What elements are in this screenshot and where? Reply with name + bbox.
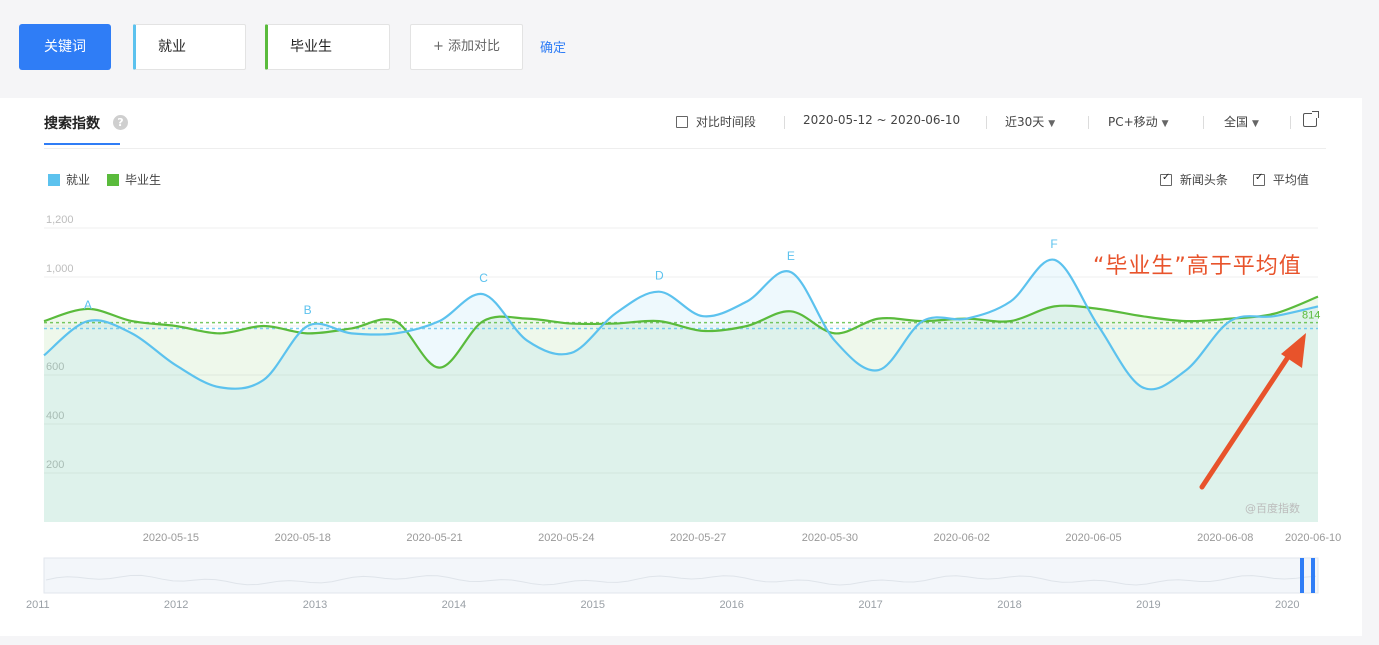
tab-active-indicator: [44, 143, 120, 145]
overview-trend-line: [45, 574, 1317, 586]
export-icon[interactable]: [1303, 111, 1319, 127]
series-area-jiuye: [44, 259, 1318, 522]
overview-year-label: 2011: [26, 599, 50, 611]
peak-marker-a: A: [84, 298, 92, 312]
overview-handle-left: [1300, 558, 1304, 593]
period-select[interactable]: 近30天 ▼: [1005, 113, 1055, 130]
keyword-input-jiuye[interactable]: 就业: [133, 24, 246, 70]
toolbar-divider: [1290, 116, 1291, 129]
legend-swatch-biyesheng: [107, 174, 119, 186]
compare-period-label: 对比时间段: [695, 115, 756, 129]
period-label: 近30天: [1005, 115, 1045, 129]
peak-marker-b: B: [304, 303, 312, 317]
toolbar-divider: [1203, 116, 1204, 129]
chevron-down-icon: ▼: [1161, 119, 1169, 129]
x-tick-label: 2020-05-24: [538, 532, 594, 544]
legend-item-jiuye[interactable]: 就业: [48, 171, 90, 188]
overview-year-label: 2012: [164, 599, 188, 611]
keyword-input-biyesheng[interactable]: 毕业生: [265, 24, 390, 70]
peak-marker-c: C: [479, 271, 488, 285]
x-tick-label: 2020-05-30: [802, 532, 858, 544]
overview-year-label: 2015: [581, 599, 605, 611]
y-tick-label: 400: [46, 410, 64, 422]
x-tick-label: 2020-05-27: [670, 532, 726, 544]
overview-handle-right: [1311, 558, 1315, 593]
x-tick-label: 2020-05-21: [406, 532, 462, 544]
right-gutter: [1362, 0, 1379, 645]
y-tick-label: 600: [46, 361, 64, 373]
region-label: 全国: [1224, 115, 1249, 129]
legend-item-biyesheng[interactable]: 毕业生: [107, 171, 161, 188]
series-line-jiuye: [43, 258, 1319, 391]
overview-year-label: 2014: [442, 599, 466, 611]
annotation-arrow-head: [1281, 333, 1306, 368]
annotation-arrow: [1199, 348, 1295, 490]
device-label: PC+移动: [1108, 115, 1158, 129]
x-tick-label: 2020-06-05: [1065, 532, 1121, 544]
series-area-biyesheng: [44, 296, 1318, 522]
x-tick-label: 2020-06-10: [1285, 532, 1341, 544]
average-value-label: 814: [1302, 310, 1320, 322]
peak-marker-f: F: [1050, 237, 1057, 251]
series-line-biyesheng: [43, 295, 1319, 369]
keyword-button[interactable]: 关键词: [19, 24, 111, 70]
toolbar-divider: [1088, 116, 1089, 129]
tab-divider: [44, 148, 1326, 149]
peak-marker-e: E: [787, 249, 795, 263]
compare-period-toggle[interactable]: 对比时间段: [676, 113, 756, 130]
overview-strip: [43, 557, 1319, 594]
peak-marker-d: D: [655, 269, 664, 283]
date-range-picker[interactable]: 2020-05-12 ~ 2020-06-10: [803, 113, 960, 127]
chevron-down-icon: ▼: [1048, 119, 1056, 129]
average-checkbox[interactable]: [1253, 172, 1265, 186]
average-toggle[interactable]: 平均值: [1253, 171, 1309, 188]
legend-label-biyesheng: 毕业生: [125, 173, 162, 187]
overview-year-label: 2020: [1275, 599, 1299, 611]
bottom-gutter: [0, 636, 1379, 645]
region-select[interactable]: 全国 ▼: [1224, 113, 1259, 130]
x-tick-label: 2020-05-15: [143, 532, 199, 544]
x-tick-label: 2020-05-18: [275, 532, 331, 544]
device-select[interactable]: PC+移动 ▼: [1108, 113, 1169, 130]
legend-swatch-jiuye: [48, 174, 60, 186]
toolbar-divider: [784, 116, 785, 129]
toolbar-divider: [986, 116, 987, 129]
compare-period-checkbox[interactable]: [676, 116, 688, 128]
y-tick-label: 200: [46, 459, 64, 471]
x-tick-label: 2020-06-08: [1197, 532, 1253, 544]
overview-year-label: 2017: [858, 599, 882, 611]
watermark: @百度指数: [1245, 502, 1300, 515]
news-label: 新闻头条: [1179, 173, 1228, 187]
overview-year-label: 2018: [997, 599, 1021, 611]
overview-year-label: 2019: [1136, 599, 1160, 611]
news-checkbox[interactable]: [1160, 172, 1172, 186]
chevron-down-icon: ▼: [1252, 119, 1259, 129]
y-tick-label: 1,200: [46, 214, 74, 226]
overview-year-label: 2013: [303, 599, 327, 611]
help-icon[interactable]: ?: [113, 115, 128, 130]
legend-label-jiuye: 就业: [66, 173, 91, 187]
overview-year-label: 2016: [719, 599, 743, 611]
add-compare-button[interactable]: + 添加对比: [410, 24, 523, 70]
date-range-label: 2020-05-12 ~ 2020-06-10: [803, 113, 961, 127]
tab-search-index[interactable]: 搜索指数: [44, 116, 100, 132]
annotation-text: “毕业生”高于平均值: [1093, 254, 1302, 279]
x-tick-label: 2020-06-02: [934, 532, 990, 544]
news-toggle[interactable]: 新闻头条: [1160, 171, 1228, 188]
confirm-link[interactable]: 确定: [540, 41, 567, 56]
average-label: 平均值: [1272, 173, 1309, 187]
y-tick-label: 1,000: [46, 263, 74, 275]
